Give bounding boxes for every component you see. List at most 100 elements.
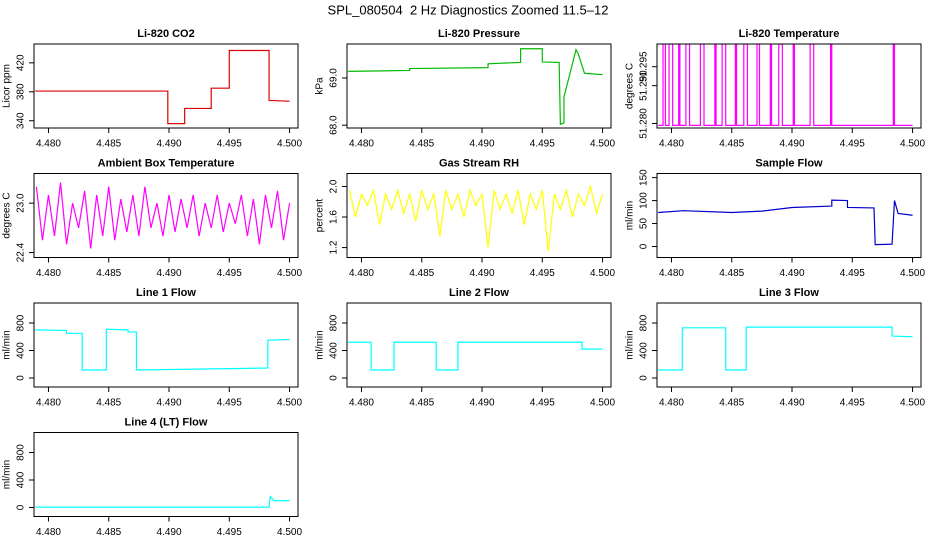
x-tick-label: 4.495 <box>217 398 242 409</box>
y-axis-label: Licor ppm <box>2 64 13 108</box>
x-tick-label: 4.490 <box>156 139 181 150</box>
x-tick-label: 4.480 <box>36 527 61 538</box>
plot-frame <box>33 432 299 517</box>
x-tick-label: 4.485 <box>96 139 121 150</box>
x-tick-label: 4.480 <box>349 268 374 279</box>
y-tick-label: 2.0 <box>329 179 340 193</box>
panel-title: Line 2 Flow <box>449 287 509 299</box>
x-tick-label: 4.485 <box>96 268 121 279</box>
panel-title: Ambient Box Temperature <box>98 157 235 169</box>
x-tick-label: 4.490 <box>779 139 804 150</box>
y-tick-label: 800 <box>16 444 27 461</box>
x-tick-label: 4.490 <box>469 398 494 409</box>
plot-frame <box>346 302 612 388</box>
panel-title: Line 3 Flow <box>759 287 819 299</box>
y-tick-label: 800 <box>16 314 27 331</box>
panel-title: Line 1 Flow <box>136 287 196 299</box>
y-tick-label: 0 <box>329 375 340 381</box>
y-tick-label: 150 <box>639 169 650 186</box>
x-tick-label: 4.480 <box>659 268 684 279</box>
panel-title: Li-820 Temperature <box>739 28 840 40</box>
x-tick-label: 4.485 <box>409 268 434 279</box>
y-tick-label: 800 <box>639 314 650 331</box>
data-line <box>35 182 291 249</box>
data-line <box>658 199 913 246</box>
y-tick-label: 1.2 <box>329 240 340 254</box>
plot-frame <box>656 302 922 388</box>
x-tick-label: 4.480 <box>659 398 684 409</box>
y-tick-label: 0 <box>639 243 650 249</box>
y-tick-label: 0 <box>16 375 27 381</box>
data-line <box>35 328 290 371</box>
y-axis-label: ml/min <box>2 330 13 359</box>
x-tick-label: 4.500 <box>277 398 302 409</box>
data-line <box>348 341 603 371</box>
x-tick-label: 4.495 <box>840 139 865 150</box>
x-tick-label: 4.490 <box>779 398 804 409</box>
x-tick-label: 4.480 <box>659 139 684 150</box>
x-tick-label: 4.490 <box>469 139 494 150</box>
x-tick-label: 4.500 <box>900 139 925 150</box>
x-tick-label: 4.490 <box>469 268 494 279</box>
x-tick-label: 4.500 <box>590 139 615 150</box>
y-tick-label: 51.280 <box>639 108 650 139</box>
y-axis-label: ml/min <box>315 330 326 359</box>
x-tick-label: 4.495 <box>840 268 865 279</box>
y-tick-label: 51.290 <box>639 70 650 101</box>
panel-title: Li-820 Pressure <box>438 28 520 40</box>
plot-frame <box>346 43 612 129</box>
y-tick-label: 400 <box>16 342 27 359</box>
y-axis-label: percent <box>315 199 326 233</box>
y-tick-label: 400 <box>329 342 340 359</box>
data-line <box>348 184 604 252</box>
x-tick-label: 4.495 <box>530 139 555 150</box>
y-axis-label: ml/min <box>625 330 636 359</box>
x-tick-label: 4.490 <box>779 268 804 279</box>
x-tick-label: 4.495 <box>530 268 555 279</box>
x-tick-label: 4.500 <box>900 268 925 279</box>
y-tick-label: 100 <box>639 192 650 209</box>
y-tick-label: 400 <box>639 342 650 359</box>
y-axis-label: degrees C <box>625 63 636 109</box>
x-tick-label: 4.500 <box>590 398 615 409</box>
panel-title: Sample Flow <box>755 157 823 169</box>
y-tick-label: 51.295 <box>639 51 650 82</box>
y-tick-label: 420 <box>16 54 27 71</box>
data-line <box>35 495 290 508</box>
x-tick-label: 4.495 <box>217 139 242 150</box>
page-title: SPL_080504 2 Hz Diagnostics Zoomed 11.5–… <box>328 2 609 17</box>
y-tick-label: 68.0 <box>329 115 340 135</box>
x-tick-label: 4.485 <box>719 398 744 409</box>
y-tick-label: 380 <box>16 83 27 100</box>
x-tick-label: 4.500 <box>277 139 302 150</box>
data-line <box>348 47 603 126</box>
x-tick-label: 4.485 <box>409 139 434 150</box>
x-tick-label: 4.480 <box>36 398 61 409</box>
y-axis-label: ml/min <box>625 201 636 230</box>
y-tick-label: 69.0 <box>329 68 340 88</box>
x-tick-label: 4.480 <box>36 268 61 279</box>
x-tick-label: 4.480 <box>36 139 61 150</box>
panel-title: Gas Stream RH <box>439 157 519 169</box>
panel-title: Li-820 CO2 <box>137 28 194 40</box>
data-line <box>658 44 913 126</box>
y-tick-label: 22.4 <box>16 242 27 262</box>
y-tick-label: 340 <box>16 112 27 129</box>
x-tick-label: 4.485 <box>409 398 434 409</box>
x-tick-label: 4.500 <box>590 268 615 279</box>
x-tick-label: 4.490 <box>156 398 181 409</box>
x-tick-label: 4.485 <box>96 398 121 409</box>
y-tick-label: 0 <box>16 504 27 510</box>
x-tick-label: 4.485 <box>719 139 744 150</box>
y-tick-label: 0 <box>639 375 650 381</box>
x-tick-label: 4.495 <box>530 398 555 409</box>
panel-title: Line 4 (LT) Flow <box>125 416 208 428</box>
plot-frame <box>656 173 922 258</box>
plot-frame <box>33 173 299 258</box>
y-tick-label: 50 <box>639 218 650 230</box>
x-tick-label: 4.495 <box>217 268 242 279</box>
data-line <box>658 326 913 371</box>
x-tick-label: 4.500 <box>277 527 302 538</box>
x-tick-label: 4.490 <box>156 268 181 279</box>
